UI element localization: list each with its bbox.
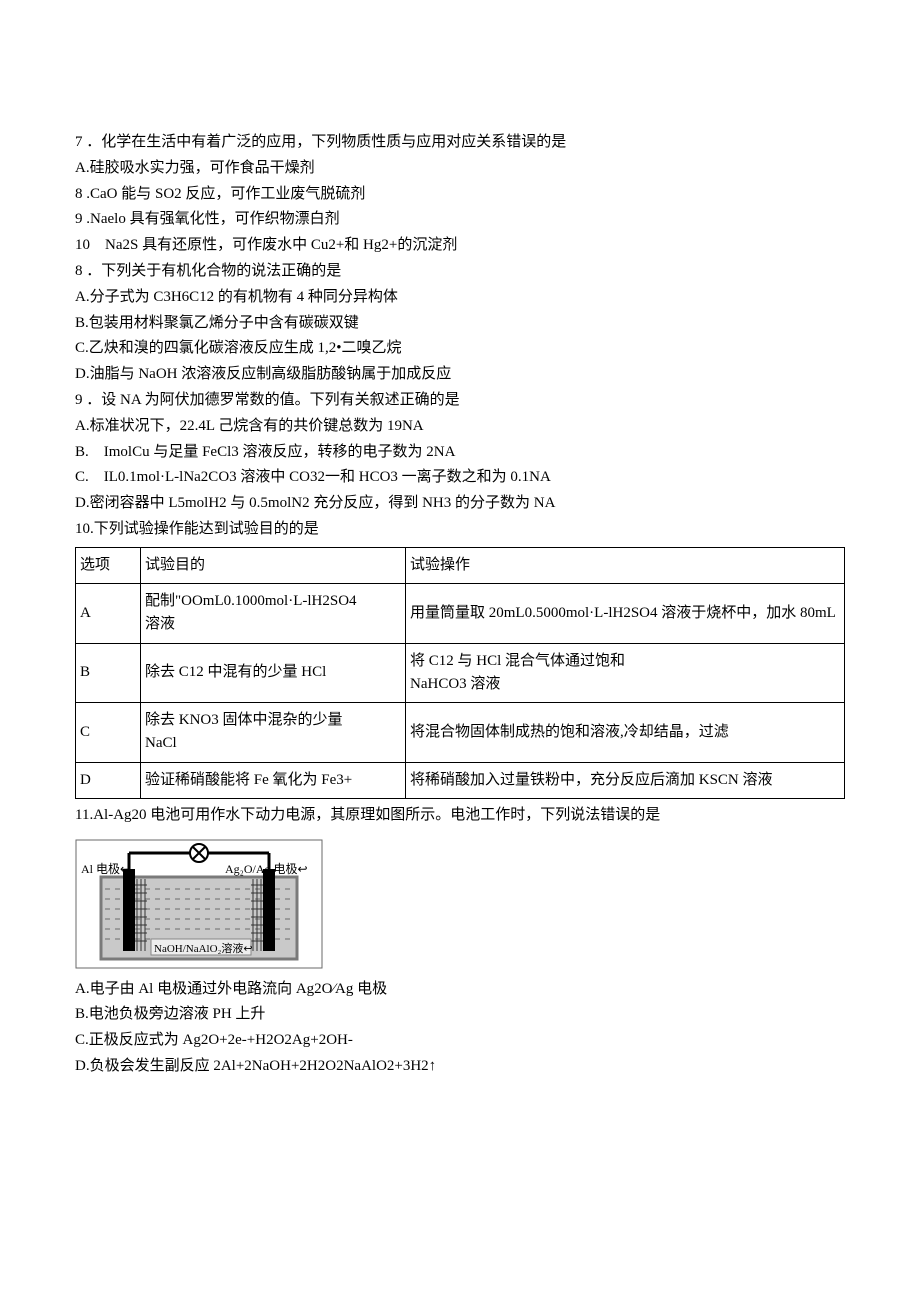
table-cell-purpose: 配制"OOmL0.1000mol·L-lH2SO4溶液 (141, 584, 406, 644)
table-header-cell: 选项 (76, 547, 141, 583)
text-line: 8 ．下列关于有机化合物的说法正确的是 (75, 259, 845, 285)
top-text-block: 7 ．化学在生活中有着广泛的应用，下列物质性质与应用对应关系错误的是 A.硅胶吸… (75, 130, 845, 543)
text-line: C. IL0.1mol·L-lNa2CO3 溶液中 CO32一和 HCO3 一离… (75, 465, 845, 491)
battery-diagram: Al 电极↩ Ag₂O/Ag 电极↩ NaOH/NaAlO₂溶液↩ (75, 839, 323, 969)
table-row: A 配制"OOmL0.1000mol·L-lH2SO4溶液 用量筒量取 20mL… (76, 584, 845, 644)
text-line: 8 .CaO 能与 SO2 反应，可作工业废气脱硫剂 (75, 182, 845, 208)
text-line: 7 ．化学在生活中有着广泛的应用，下列物质性质与应用对应关系错误的是 (75, 130, 845, 156)
text-line: 10 Na2S 具有还原性，可作废水中 Cu2+和 Hg2+的沉淀剂 (75, 233, 845, 259)
diagram-label-right: Ag₂O/Ag 电极↩ (225, 859, 308, 880)
text-line: B. ImolCu 与足量 FeCl3 溶液反应，转移的电子数为 2NA (75, 440, 845, 466)
text-line: B.电池负极旁边溶液 PH 上升 (75, 1002, 845, 1028)
text-line: B.包装用材料聚氯乙烯分子中含有碳碳双键 (75, 311, 845, 337)
document-page: 7 ．化学在生活中有着广泛的应用，下列物质性质与应用对应关系错误的是 A.硅胶吸… (0, 0, 920, 1140)
table-header-row: 选项 试验目的 试验操作 (76, 547, 845, 583)
table-cell-purpose: 验证稀硝酸能将 Fe 氧化为 Fe3+ (141, 762, 406, 798)
text-line: D.密闭容器中 L5molH2 与 0.5molN2 充分反应，得到 NH3 的… (75, 491, 845, 517)
table-cell-option: D (76, 762, 141, 798)
table-cell-purpose: 除去 KNO3 固体中混杂的少量NaCl (141, 703, 406, 763)
text-line: 9 .Naelo 具有强氧化性，可作织物漂白剂 (75, 207, 845, 233)
text-line: 10.下列试验操作能达到试验目的的是 (75, 517, 845, 543)
table-cell-operation: 用量筒量取 20mL0.5000mol·L-lH2SO4 溶液于烧杯中，加水 8… (406, 584, 845, 644)
text-line: D.油脂与 NaOH 浓溶液反应制高级脂肪酸钠属于加成反应 (75, 362, 845, 388)
experiment-table: 选项 试验目的 试验操作 A 配制"OOmL0.1000mol·L-lH2SO4… (75, 547, 845, 799)
text-line: 9 ．设 NA 为阿伏加德罗常数的值。下列有关叙述正确的是 (75, 388, 845, 414)
bottom-text-block: A.电子由 Al 电极通过外电路流向 Ag2O⁄Ag 电极 B.电池负极旁边溶液… (75, 977, 845, 1080)
diagram-label-left: Al 电极↩ (81, 859, 130, 880)
table-cell-purpose: 除去 C12 中混有的少量 HCl (141, 643, 406, 703)
text-line: C.乙炔和溴的四氯化碳溶液反应生成 1,2•二嗅乙烷 (75, 336, 845, 362)
table-cell-option: B (76, 643, 141, 703)
table-cell-option: C (76, 703, 141, 763)
text-line: A.标准状况下，22.4L 己烷含有的共价键总数为 19NA (75, 414, 845, 440)
text-line: A.分子式为 C3H6C12 的有机物有 4 种同分异构体 (75, 285, 845, 311)
text-line: A.硅胶吸水实力强，可作食品干燥剂 (75, 156, 845, 182)
diagram-label-inner: NaOH/NaAlO₂溶液↩ (154, 940, 253, 959)
table-cell-option: A (76, 584, 141, 644)
text-line: C.正极反应式为 Ag2O+2e-+H2O2Ag+2OH- (75, 1028, 845, 1054)
table-row: C 除去 KNO3 固体中混杂的少量NaCl 将混合物固体制成热的饱和溶液,冷却… (76, 703, 845, 763)
table-header-cell: 试验操作 (406, 547, 845, 583)
table-row: D 验证稀硝酸能将 Fe 氧化为 Fe3+ 将稀硝酸加入过量铁粉中，充分反应后滴… (76, 762, 845, 798)
table-row: B 除去 C12 中混有的少量 HCl 将 C12 与 HCl 混合气体通过饱和… (76, 643, 845, 703)
text-line: A.电子由 Al 电极通过外电路流向 Ag2O⁄Ag 电极 (75, 977, 845, 1003)
text-line: D.负极会发生副反应 2Al+2NaOH+2H2O2NaAlO2+3H2↑ (75, 1054, 845, 1080)
table-cell-operation: 将混合物固体制成热的饱和溶液,冷却结晶，过滤 (406, 703, 845, 763)
q11-intro: 11.Al-Ag20 电池可用作水下动力电源，其原理如图所示。电池工作时，下列说… (75, 803, 845, 829)
table-cell-operation: 将 C12 与 HCl 混合气体通过饱和NaHCO3 溶液 (406, 643, 845, 703)
table-header-cell: 试验目的 (141, 547, 406, 583)
table-cell-operation: 将稀硝酸加入过量铁粉中，充分反应后滴加 KSCN 溶液 (406, 762, 845, 798)
